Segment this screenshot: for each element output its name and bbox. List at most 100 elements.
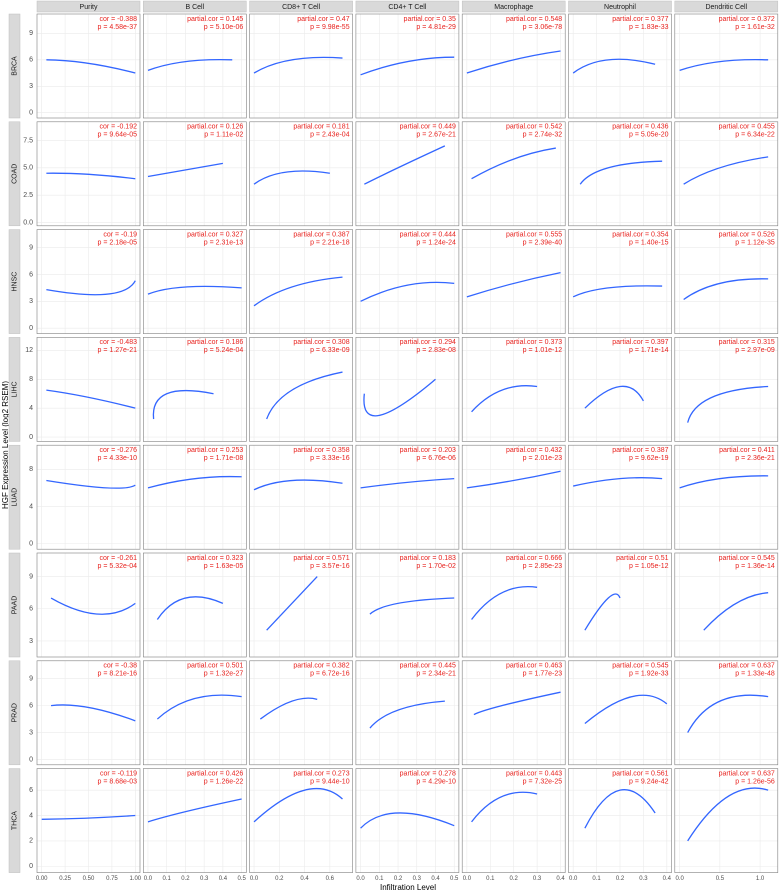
- panel-border: [249, 337, 353, 442]
- p-label: p = 2.34e-21: [416, 671, 456, 678]
- p-label: p = 1.24e-24: [416, 239, 456, 246]
- stat-label: partial.cor = 0.35: [404, 16, 456, 23]
- stat-label: partial.cor = 0.526: [719, 231, 775, 238]
- p-label: p = 2.97e-09: [735, 347, 775, 354]
- x-tick-label: 0.75: [106, 876, 118, 882]
- stat-label: partial.cor = 0.278: [400, 770, 456, 777]
- panel-border: [674, 444, 779, 550]
- p-label: p = 1.83e-33: [629, 24, 669, 31]
- row-strip: [8, 229, 21, 334]
- fit-line: [360, 477, 455, 489]
- stat-label: partial.cor = 0.666: [506, 555, 562, 562]
- fit-line: [584, 789, 656, 829]
- stat-label: partial.cor = 0.323: [187, 555, 243, 562]
- stat-label: partial.cor = 0.354: [612, 231, 668, 238]
- panel-border: [568, 768, 672, 873]
- x-tick-label: 0.2: [616, 876, 625, 882]
- stat-label: partial.cor = 0.455: [719, 124, 775, 131]
- stat-label: partial.cor = 0.181: [293, 124, 349, 131]
- fit-line: [364, 145, 446, 185]
- p-label: p = 2.31e-13: [204, 239, 244, 246]
- panel-border: [674, 768, 779, 873]
- y-tick-label: 6: [29, 702, 33, 709]
- panel-border: [355, 444, 460, 550]
- y-tick-label: 0: [29, 540, 33, 547]
- p-label: p = 3.06e-78: [523, 24, 563, 31]
- fit-line: [471, 791, 538, 823]
- panel-border: [461, 660, 566, 766]
- panel-border: [249, 229, 353, 334]
- stat-label: partial.cor = 0.545: [612, 663, 668, 670]
- x-tick-label: 0.50: [83, 876, 95, 882]
- panel-border: [355, 121, 460, 227]
- stat-label: partial.cor = 0.555: [506, 231, 562, 238]
- x-tick-label: 0.3: [413, 876, 422, 882]
- row-label: BRCA: [11, 56, 18, 76]
- panel-border: [355, 768, 460, 873]
- p-label: p = 1.77e-23: [523, 671, 563, 678]
- fit-line: [50, 597, 136, 615]
- x-tick-label: 1.00: [129, 876, 141, 882]
- fit-line: [471, 385, 538, 413]
- panel: cor = -0.38p = 8.21e-16: [36, 660, 141, 766]
- stat-label: partial.cor = 0.327: [187, 231, 243, 238]
- p-label: p = 1.63e-05: [204, 563, 244, 570]
- p-label: p = 2.85e-23: [523, 563, 563, 570]
- stat-label: partial.cor = 0.126: [187, 124, 243, 131]
- panel-border: [36, 121, 141, 227]
- panel: partial.cor = 0.35p = 4.81e-29: [355, 13, 460, 119]
- panel-border: [568, 660, 672, 766]
- stat-label: partial.cor = 0.411: [719, 447, 775, 454]
- fit-line: [471, 147, 556, 180]
- fit-line: [46, 479, 136, 489]
- panel-background: [249, 768, 353, 873]
- panel-background: [249, 660, 353, 765]
- y-tick-label: 3: [29, 638, 33, 645]
- fit-line: [147, 475, 242, 489]
- stat-label: partial.cor = 0.377: [612, 16, 668, 23]
- x-tick-label: 0.1: [486, 876, 495, 882]
- stat-label: cor = -0.261: [99, 555, 137, 562]
- row-strip: [8, 768, 21, 873]
- stat-label: partial.cor = 0.186: [187, 339, 243, 346]
- stat-label: partial.cor = 0.203: [400, 447, 456, 454]
- y-tick-label: 6: [29, 606, 33, 613]
- panel-background: [249, 553, 353, 657]
- x-tick-label: 0.6: [326, 876, 335, 882]
- panel-border: [143, 121, 247, 227]
- column-strip: [461, 0, 566, 13]
- panel-border: [143, 768, 247, 873]
- fit-line: [147, 798, 242, 823]
- panel-background: [674, 14, 778, 118]
- p-label: p = 2.18e-05: [97, 239, 137, 246]
- fit-line: [683, 278, 769, 301]
- column-label: Dendritic Cell: [705, 4, 747, 11]
- x-tick-label: 0.3: [200, 876, 209, 882]
- stat-label: partial.cor = 0.501: [187, 663, 243, 670]
- panel-background: [355, 445, 459, 550]
- y-tick-label: 0: [29, 434, 33, 441]
- p-label: p = 4.81e-29: [416, 24, 456, 31]
- stat-label: partial.cor = 0.548: [506, 16, 562, 23]
- y-tick-label: 9: [29, 573, 33, 580]
- column-strip: [36, 0, 141, 13]
- fit-line: [687, 694, 769, 733]
- column-label: Neutrophil: [604, 4, 636, 11]
- y-tick-label: 0: [29, 863, 33, 870]
- row-strip: [8, 552, 21, 658]
- fit-line: [156, 596, 224, 620]
- y-axis-title: HGF Expression Level (log2 RSEM): [1, 381, 10, 509]
- fit-line: [573, 477, 663, 487]
